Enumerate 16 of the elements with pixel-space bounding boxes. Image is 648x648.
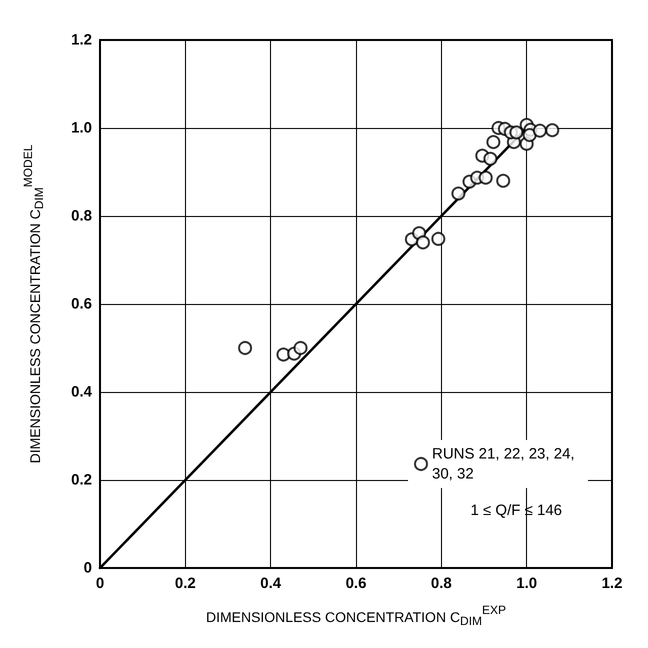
y-tick-label: 0.4 [71, 384, 93, 400]
x-tick-label: 0.4 [260, 575, 282, 592]
x-tick-label: 0.8 [430, 575, 452, 592]
x-tick-label: 0.2 [174, 575, 196, 592]
x-tick-label: 0.6 [346, 575, 366, 592]
x-tick-label: 1.0 [516, 575, 538, 592]
legend-label: RUNS 21, 22, 23, 24, 30, 32 [432, 446, 579, 482]
y-tick-label: 1.2 [71, 32, 92, 48]
x-tick-label: 1.2 [602, 575, 622, 592]
y-tick-label: 1.0 [71, 120, 92, 136]
y-axis-title: DIMENSIONLESS CONCENTRATION CDIMMODEL [21, 144, 46, 464]
y-tick-label: 0.2 [71, 472, 92, 488]
y-tick-label: 0.8 [71, 208, 92, 224]
y-tick-label: 0 [84, 560, 92, 576]
x-tick-label: 0 [96, 575, 104, 592]
y-tick-label: 0.6 [71, 296, 92, 312]
